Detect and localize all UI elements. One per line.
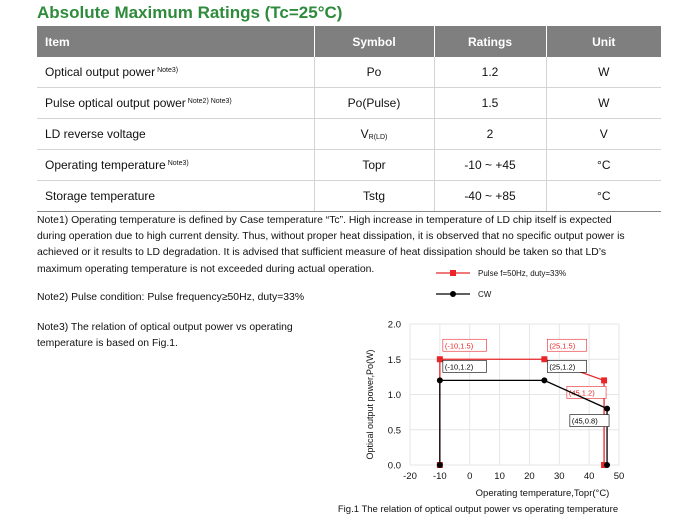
point-label-box	[569, 414, 610, 427]
note-ref: Note3)	[167, 160, 189, 167]
point-label-box	[442, 338, 487, 352]
item-label: Optical output power	[45, 65, 156, 79]
header-unit: Unit	[546, 26, 661, 57]
figure-caption: Fig.1 The relation of optical output pow…	[338, 504, 618, 515]
item-label: LD reverse voltage	[45, 127, 146, 141]
cell-item: Optical output power Note3)	[37, 57, 315, 88]
table-row: LD reverse voltage VR(LD) 2 V	[37, 118, 661, 150]
cell-unit: °C	[546, 180, 661, 212]
cell-item: Storage temperature	[37, 180, 315, 212]
point-label: (-10,1.2)	[445, 362, 474, 371]
legend-label: CW	[478, 290, 492, 299]
legend-marker	[450, 291, 456, 297]
note-2: Note2) Pulse condition: Pulse frequency≥…	[37, 292, 305, 303]
x-tick-label: 50	[614, 471, 625, 482]
cell-rating: -10 ~ +45	[434, 149, 547, 181]
x-tick-label: 0	[467, 471, 472, 482]
data-point	[541, 377, 548, 384]
point-label-box	[547, 338, 587, 352]
x-tick-label: 40	[584, 471, 595, 482]
table-row: Storage temperature Tstg -40 ~ +85 °C	[37, 180, 661, 212]
cell-unit: W	[546, 57, 661, 88]
cell-rating: 2	[434, 118, 547, 150]
symbol-subscript: R(LD)	[368, 134, 388, 141]
y-tick-label: 1.5	[388, 355, 401, 366]
data-point	[436, 377, 443, 384]
table-row: Optical output power Note3) Po 1.2 W	[37, 57, 661, 88]
note-3: Note3) The relation of optical output po…	[37, 322, 293, 350]
x-tick-label: 20	[524, 471, 535, 482]
x-tick-label: -10	[433, 471, 447, 482]
data-point	[436, 462, 443, 468]
ratings-table: Item Symbol Ratings Unit Optical output …	[37, 26, 661, 212]
data-point	[604, 462, 611, 468]
data-point	[604, 405, 611, 412]
item-label: Storage temperature	[45, 189, 156, 203]
cell-item: LD reverse voltage	[37, 118, 315, 150]
y-tick-label: 1.0	[388, 390, 401, 401]
point-label-box	[547, 360, 587, 373]
point-label-box	[442, 360, 487, 373]
cell-unit: W	[546, 87, 661, 119]
note-ref: Note2) Note3)	[187, 98, 232, 105]
x-tick-label: 10	[494, 471, 505, 482]
point-label: (45,0.8)	[572, 417, 598, 426]
cell-unit: V	[546, 118, 661, 150]
cell-symbol: Tstg	[314, 180, 435, 212]
note-1: Note1) Operating temperature is defined …	[37, 215, 625, 275]
cell-symbol: Po	[314, 57, 435, 88]
x-tick-label: 30	[554, 471, 565, 482]
table-row: Operating temperature Note3) Topr -10 ~ +…	[37, 149, 661, 181]
item-label: Pulse optical output power	[45, 96, 186, 110]
table-row: Pulse optical output power Note2) Note3) …	[37, 87, 661, 119]
data-point	[601, 377, 608, 384]
data-point	[436, 356, 443, 363]
cell-symbol: VR(LD)	[314, 118, 435, 150]
item-label: Operating temperature	[45, 158, 166, 172]
legend-label: Pulse f=50Hz, duty=33%	[478, 269, 566, 278]
point-label: (45,1.2)	[569, 388, 595, 397]
y-axis-label: Optical output power,Po(W)	[365, 349, 375, 459]
cell-rating: 1.2	[434, 57, 547, 88]
cell-unit: °C	[546, 149, 661, 181]
x-axis-label: Operating temperature,Topr(°C)	[476, 488, 610, 499]
y-tick-label: 0.0	[388, 461, 401, 472]
x-tick-label: -20	[403, 471, 417, 482]
y-tick-label: 0.5	[388, 425, 401, 436]
cell-symbol: Po(Pulse)	[314, 87, 435, 119]
header-symbol: Symbol	[314, 26, 435, 57]
note-ref: Note3)	[157, 67, 179, 74]
symbol-main: V	[360, 127, 369, 141]
cell-symbol: Topr	[314, 149, 435, 181]
cell-rating: -40 ~ +85	[434, 180, 547, 212]
data-point	[541, 356, 548, 363]
header-ratings: Ratings	[434, 26, 547, 57]
page-title: Absolute Maximum Ratings (Tc=25°C)	[37, 3, 343, 22]
cell-item: Operating temperature Note3)	[37, 149, 315, 181]
cell-item: Pulse optical output power Note2) Note3)	[37, 87, 315, 119]
series-line	[439, 358, 605, 465]
point-label: (25,1.2)	[549, 362, 575, 371]
point-label: (-10,1.5)	[445, 341, 474, 350]
cell-rating: 1.5	[434, 87, 547, 119]
y-tick-label: 2.0	[388, 320, 401, 331]
point-label: (25,1.5)	[549, 341, 575, 350]
header-item: Item	[37, 26, 315, 57]
table-header-row: Item Symbol Ratings Unit	[37, 26, 661, 57]
legend-marker	[450, 270, 456, 276]
